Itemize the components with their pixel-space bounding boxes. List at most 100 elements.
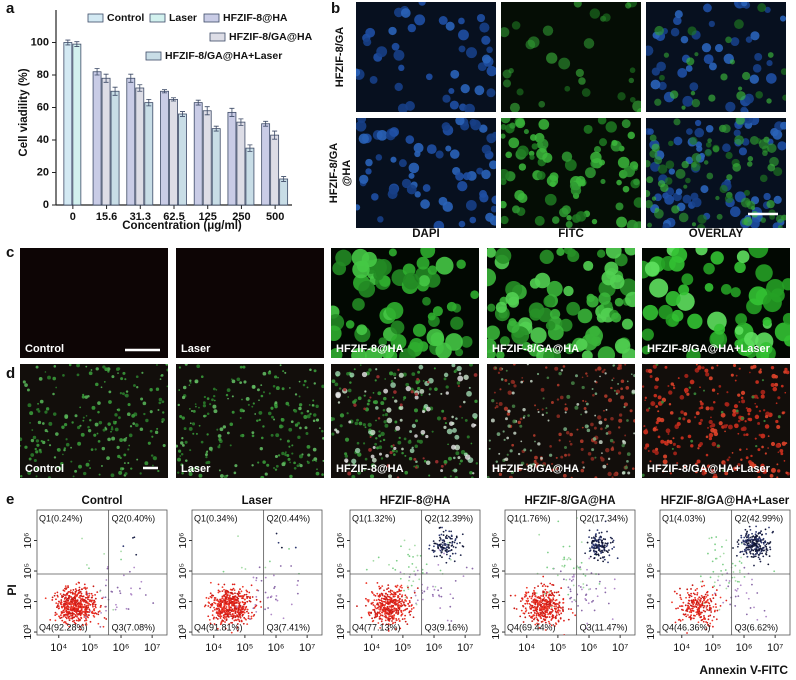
cell [208,446,213,451]
event-dot [688,616,691,619]
event-dot [545,603,548,606]
cell [177,471,180,474]
cell [764,424,770,429]
cell [405,382,410,387]
cell [663,52,670,58]
event-dot [554,625,556,627]
cell [703,160,709,165]
event-dot [81,605,84,607]
cell [534,215,545,226]
cell [386,417,393,424]
cell [767,435,770,438]
cell [111,426,114,429]
event-dot [230,631,233,634]
cell [479,124,488,133]
cell [445,385,449,389]
cell [335,391,341,398]
event-dot [399,605,402,608]
event-dot [370,612,372,615]
event-dot [701,600,704,603]
event-dot [706,590,709,593]
event-dot [413,570,416,573]
event-dot [253,614,256,616]
image-label: HFZIF-8@HA [336,343,404,355]
event-dot [74,622,77,625]
cell [413,457,417,461]
cell [458,17,465,25]
event-dot [83,599,86,601]
cell [443,476,447,478]
legend-swatch [149,13,166,23]
error-bar [238,118,244,126]
cell [451,364,456,368]
event-dot [550,606,553,609]
event-dot [204,604,207,607]
event-dot [595,543,598,546]
cell [703,262,715,275]
event-dot [715,606,717,608]
cell [671,309,684,322]
cell [376,46,388,58]
cell [626,459,629,463]
event-dot [403,589,405,592]
cell [297,435,301,440]
event-dot [91,610,94,613]
staining-image-frame [176,364,324,478]
cell [441,122,451,131]
event-dot [239,588,241,590]
event-dot [703,605,706,607]
x-tick-label: 125 [199,211,217,223]
cell [772,386,778,392]
cell [469,470,473,475]
event-dot [389,615,392,618]
event-dot [734,595,737,598]
cell [601,370,605,374]
cell [508,382,511,385]
cell [95,382,99,387]
event-dot [572,584,575,587]
event-dot [237,610,240,613]
cell [462,172,471,181]
cell [568,440,571,443]
event-dot [742,553,745,556]
cell [338,387,342,390]
cell [487,475,490,478]
cell [251,464,254,467]
event-dot [386,605,389,608]
cell [555,467,559,471]
cell [428,387,432,391]
cell [610,447,615,451]
cell [519,417,523,421]
x-axis-label: Concentration (μg/ml) [122,220,242,232]
cell [356,324,368,336]
event-dot [763,542,765,545]
cell [767,143,777,153]
event-dot [439,526,442,529]
cell [598,292,611,305]
event-dot [698,596,701,599]
event-dot [727,585,730,588]
cell [281,387,285,391]
event-dot [692,592,695,595]
cell [542,464,545,467]
cell [668,403,672,406]
y-tick-label: 10⁵ [177,563,189,579]
cell [39,399,44,404]
event-dot [255,595,258,598]
cell [112,420,116,423]
event-dot [527,591,530,594]
event-dot [543,583,546,586]
cell [356,120,367,132]
event-dot [392,600,395,603]
event-dot [543,606,546,609]
event-dot [232,615,235,617]
x-tick-label: 10⁵ [81,642,98,654]
cell [749,74,760,84]
event-dot [401,599,404,601]
cell [481,169,491,180]
fluorescence-image [331,248,479,358]
event-dot [393,610,395,613]
event-dot [548,606,550,608]
cell [676,421,681,427]
event-dot [547,613,549,616]
